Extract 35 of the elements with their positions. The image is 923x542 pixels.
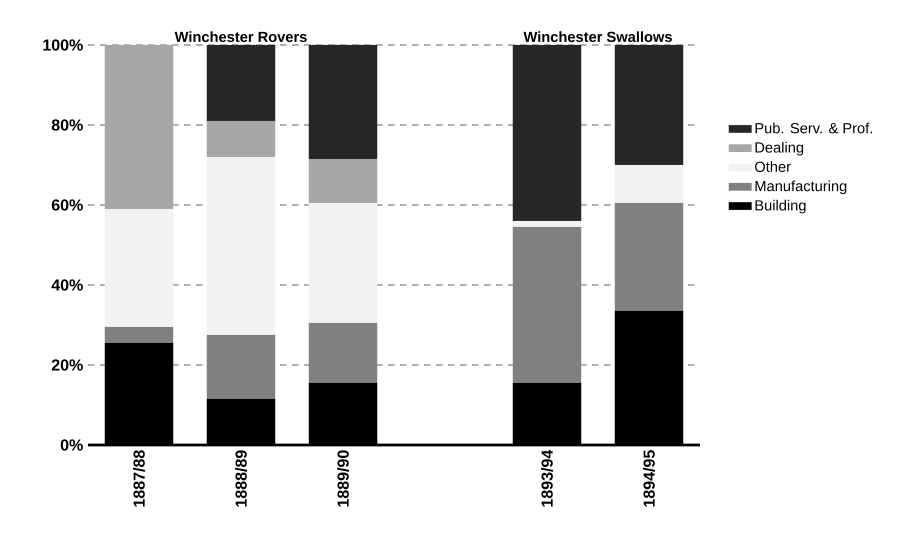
x-tick-label: 1887/88 bbox=[133, 450, 145, 507]
y-tick-label: 80% bbox=[52, 119, 83, 131]
bar bbox=[308, 202, 378, 324]
y-tick-label: 100% bbox=[43, 39, 83, 51]
bar bbox=[614, 164, 684, 204]
y-tick-label: 0% bbox=[60, 439, 83, 451]
x-tick-label: 1888/89 bbox=[235, 450, 247, 507]
legend-label: Dealing bbox=[756, 142, 804, 156]
legend-label: Other bbox=[755, 161, 791, 172]
y-tick-label: 20% bbox=[52, 359, 83, 371]
bar bbox=[206, 156, 276, 336]
bar bbox=[512, 44, 582, 222]
x-tick-label: 1894/95 bbox=[643, 450, 655, 507]
bar bbox=[206, 334, 276, 400]
bar bbox=[104, 208, 174, 328]
bar bbox=[614, 44, 684, 166]
bar bbox=[206, 44, 276, 122]
bar bbox=[104, 326, 174, 344]
legend-label: Manufacturing bbox=[756, 180, 846, 194]
bar bbox=[614, 202, 684, 312]
x-tick-label: 1889/90 bbox=[337, 450, 349, 507]
x-tick-label: 1893/94 bbox=[541, 450, 553, 507]
text: Winchester Swallows bbox=[524, 31, 672, 42]
bar bbox=[104, 44, 174, 210]
bar bbox=[308, 322, 378, 384]
bar bbox=[512, 220, 582, 228]
y-tick-label: 40% bbox=[52, 279, 83, 291]
bar bbox=[206, 120, 276, 158]
bar bbox=[308, 158, 378, 204]
bar bbox=[512, 226, 582, 384]
legend-label: Building bbox=[756, 200, 806, 214]
text: Winchester Rovers bbox=[174, 31, 307, 42]
bar bbox=[308, 44, 378, 160]
y-tick-label: 60% bbox=[52, 199, 83, 211]
legend-label: Pub. Serv. & Prof. bbox=[756, 122, 872, 134]
